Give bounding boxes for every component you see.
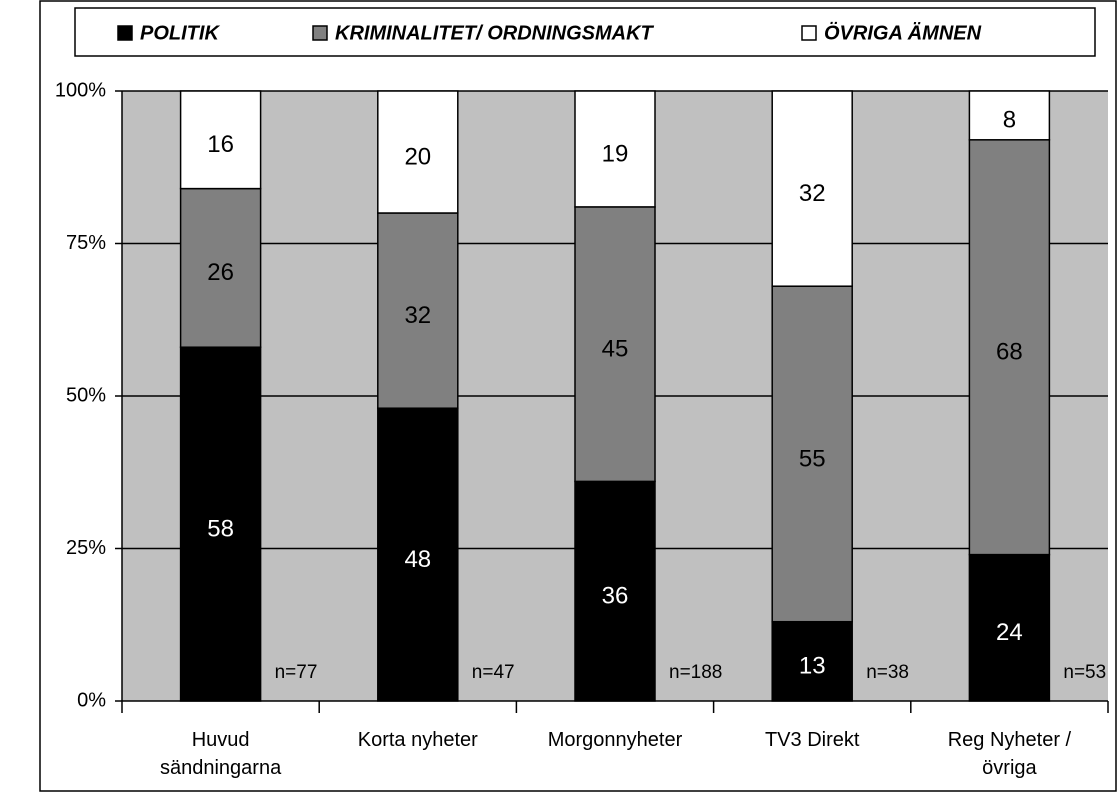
value-label: 16 xyxy=(207,131,234,158)
y-tick-label: 50% xyxy=(66,384,106,406)
bar-segment xyxy=(179,90,262,190)
bar-segment xyxy=(968,139,1051,556)
value-label: 26 xyxy=(207,259,234,286)
x-tick-label-line: Morgonnyheter xyxy=(548,729,683,751)
value-label: 32 xyxy=(404,302,431,329)
x-tick-label-line: Reg Nyheter / xyxy=(948,729,1072,751)
value-label: 45 xyxy=(602,335,629,362)
legend-box xyxy=(74,7,1096,57)
y-tick-label: 100% xyxy=(55,79,106,101)
bar-segment xyxy=(968,553,1051,702)
bar-segment xyxy=(377,212,459,409)
x-tick-label: Reg Nyheter / övriga xyxy=(948,729,1072,779)
bar-segment xyxy=(179,346,262,702)
n-label: n=53 xyxy=(1063,662,1106,683)
value-label: 36 xyxy=(602,583,629,610)
n-label: n=47 xyxy=(472,662,515,683)
n-label: n=38 xyxy=(866,662,909,683)
bar-segment xyxy=(574,90,656,208)
bar-segment xyxy=(574,206,656,483)
y-tick-label: 75% xyxy=(66,232,106,254)
legend-swatch xyxy=(312,25,328,41)
value-label: 55 xyxy=(799,445,826,472)
bar-segment xyxy=(179,187,262,348)
x-tick-label: Morgonnyheter xyxy=(548,729,683,751)
x-tick-label: Huvud sändningarna xyxy=(160,729,282,779)
value-label: 58 xyxy=(207,515,234,542)
bar-segment xyxy=(771,285,853,623)
legend-label: ÖVRIGA ÄMNEN xyxy=(824,21,982,44)
bar-segment xyxy=(377,90,459,214)
y-tick-label: 0% xyxy=(77,689,106,711)
value-label: 13 xyxy=(799,653,826,680)
n-label: n=188 xyxy=(669,662,722,683)
value-label: 24 xyxy=(996,619,1023,646)
bar-segment xyxy=(771,90,853,287)
value-label: 32 xyxy=(799,180,826,207)
value-label: 20 xyxy=(404,143,431,170)
legend-label: POLITIK xyxy=(140,22,220,44)
value-label: 68 xyxy=(996,339,1023,366)
bar-segment xyxy=(574,480,656,702)
x-tick-label-line: Huvud xyxy=(192,729,250,751)
n-label: n=77 xyxy=(275,662,318,683)
y-tick-label: 25% xyxy=(66,537,106,559)
bar-segment xyxy=(771,620,853,702)
x-tick-label-line: Korta nyheter xyxy=(358,729,478,751)
x-tick-label-line: TV3 Direkt xyxy=(765,729,860,751)
x-tick-label-line: övriga xyxy=(982,757,1037,779)
value-label: 8 xyxy=(1003,107,1016,134)
legend-swatch xyxy=(117,25,133,41)
value-label: 48 xyxy=(404,546,431,573)
x-tick-label: TV3 Direkt xyxy=(765,729,860,751)
bar-segment xyxy=(377,407,459,702)
value-label: 19 xyxy=(602,140,629,167)
legend-label: KRIMINALITET/ ORDNINGSMAKT xyxy=(335,22,655,44)
x-tick-label: Korta nyheter xyxy=(358,729,478,751)
x-tick-label-line: sändningarna xyxy=(160,757,282,779)
bar-segment xyxy=(968,90,1051,141)
legend-swatch xyxy=(801,25,817,41)
